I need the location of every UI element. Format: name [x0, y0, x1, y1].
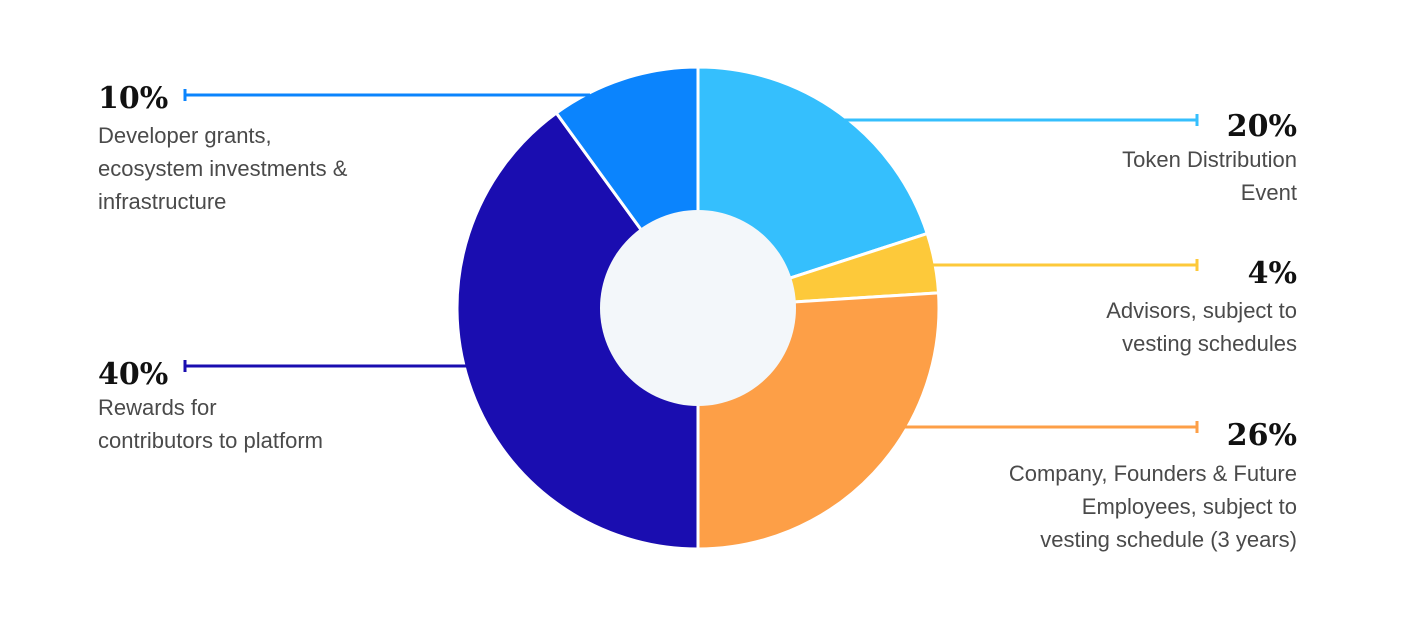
category-label: vesting schedule (3 years): [1040, 527, 1297, 552]
category-label: Advisors, subject to: [1106, 298, 1297, 323]
donut-slice: [455, 110, 700, 551]
category-label: Event: [1241, 180, 1297, 205]
category-label: vesting schedules: [1122, 331, 1297, 356]
category-label: Employees, subject to: [1082, 494, 1297, 519]
category-label: ecosystem investments &: [98, 156, 348, 181]
category-label: infrastructure: [98, 189, 226, 214]
value-label: 20%: [1227, 109, 1297, 144]
category-label: Rewards for: [98, 395, 217, 420]
category-label: Company, Founders & Future: [1009, 461, 1297, 486]
category-label: Developer grants,: [98, 123, 272, 148]
donut-hole: [600, 210, 796, 406]
category-label: Token Distribution: [1122, 147, 1297, 172]
category-label: contributors to platform: [98, 428, 323, 453]
value-label: 4%: [1248, 256, 1297, 291]
value-label: 10%: [98, 81, 168, 116]
value-label: 40%: [98, 357, 168, 392]
value-label: 26%: [1227, 418, 1297, 453]
